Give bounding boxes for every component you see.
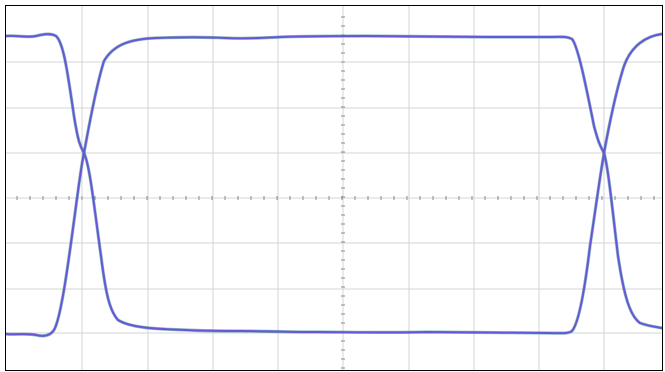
- waveform-traces: [6, 32, 662, 338]
- graticule-grid: [6, 6, 662, 370]
- oscilloscope-display: [5, 5, 663, 371]
- trace-shadow: [6, 32, 662, 335]
- trace-shadow: [6, 34, 662, 338]
- upper-envelope-trace: [6, 33, 662, 335]
- graticule-center-ticks: [16, 16, 655, 369]
- lower-envelope-trace: [6, 34, 662, 337]
- eye-diagram-plot: [6, 6, 662, 370]
